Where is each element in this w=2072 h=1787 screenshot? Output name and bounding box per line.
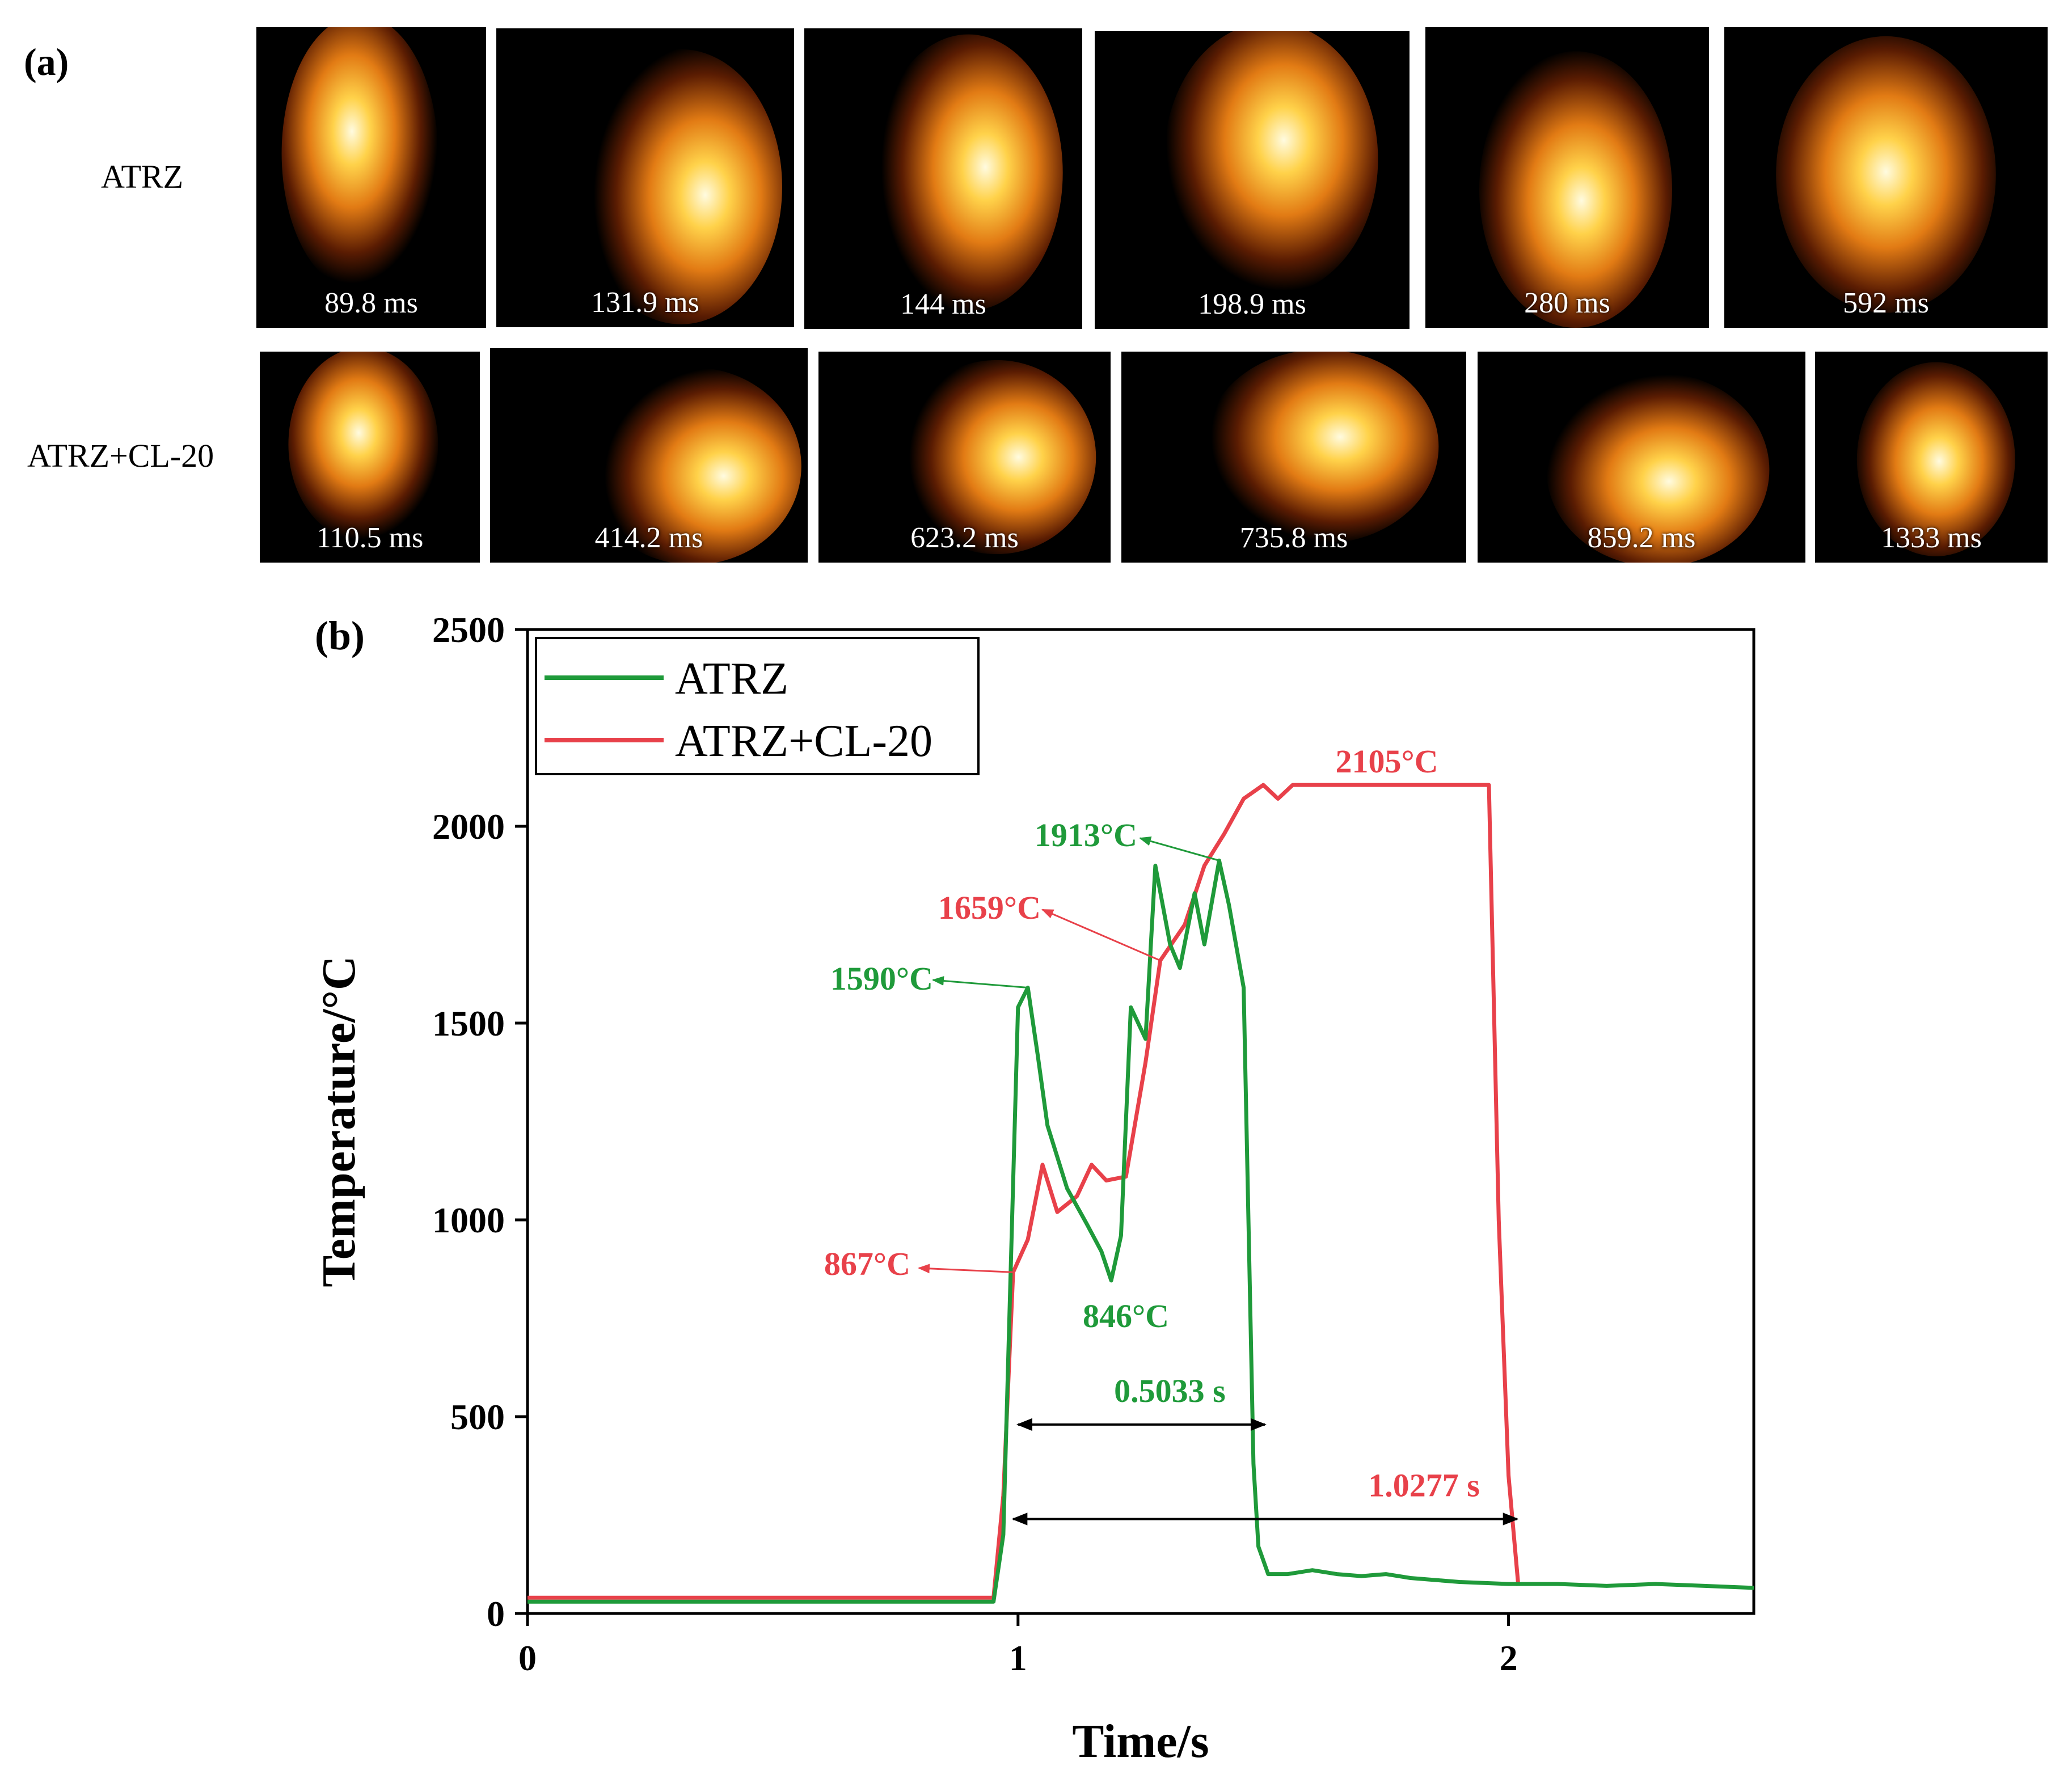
flame-frame: 859.2 ms (1478, 352, 1805, 563)
frame-timestamp: 144 ms (900, 288, 986, 320)
flame-frame: 623.2 ms (818, 352, 1111, 563)
x-tick-label: 1 (1009, 1638, 1027, 1678)
annotation-label: 2105°C (1335, 743, 1438, 780)
frame-timestamp: 280 ms (1524, 287, 1610, 319)
flame-image (1478, 352, 1805, 563)
duration-label: 1.0277 s (1368, 1467, 1480, 1503)
frame-timestamp: 414.2 ms (594, 522, 703, 554)
annotation-arrow (1138, 837, 1219, 861)
y-tick-label: 0 (487, 1594, 505, 1634)
legend-label: ATRZ+CL-20 (675, 716, 932, 766)
x-tick-label: 0 (518, 1638, 537, 1678)
row-label-atrz-cl20: ATRZ+CL-20 (27, 437, 214, 474)
flame-image (1815, 352, 2048, 563)
flame-image (490, 348, 808, 563)
frame-timestamp: 110.5 ms (316, 522, 424, 554)
flame-frame: 110.5 ms (260, 352, 480, 563)
flame-image (804, 28, 1082, 329)
temperature-chart: (b) 0 500 1000 1500 2000 2500 0 1 2 Time/s Temperat… (313, 610, 1755, 1768)
flame-frame: 592 ms (1724, 27, 2048, 328)
flame-image (256, 27, 486, 328)
flame-image (1425, 27, 1709, 328)
frame-timestamp: 131.9 ms (591, 286, 699, 319)
annotation-label: 846°C (1083, 1298, 1169, 1334)
flame-image (260, 352, 480, 563)
flame-frame: 414.2 ms (490, 348, 808, 563)
flame-frame: 1333 ms (1815, 352, 2048, 563)
duration-label: 0.5033 s (1114, 1372, 1226, 1409)
frame-timestamp: 735.8 ms (1239, 522, 1348, 554)
annotation-label: 1913°C (1035, 817, 1137, 854)
series-line-atrz (528, 858, 1754, 1604)
annotation-arrow (931, 976, 1028, 989)
flame-image (1121, 352, 1466, 563)
frame-timestamp: 859.2 ms (1587, 522, 1696, 554)
annotation-arrow (1041, 909, 1161, 962)
plot-area (526, 628, 1755, 1615)
frame-timestamp: 592 ms (1843, 287, 1929, 319)
flame-image (496, 28, 794, 327)
y-axis-label: Temperature/°C (313, 956, 365, 1287)
y-tick-label: 2000 (432, 806, 505, 847)
flame-image (818, 352, 1111, 563)
annotation-label: 867°C (824, 1245, 910, 1282)
panel-b-label: (b) (315, 613, 365, 658)
frame-timestamp: 623.2 ms (910, 522, 1019, 554)
flame-frame: 131.9 ms (496, 28, 794, 327)
x-axis-label: Time/s (1072, 1715, 1209, 1768)
flame-frame: 735.8 ms (1121, 352, 1466, 563)
annotation-label: 1659°C (938, 889, 1041, 926)
flame-frame: 144 ms (804, 28, 1082, 329)
series-line-atrz-cl20 (528, 783, 1521, 1600)
flame-image (1095, 31, 1410, 329)
x-tick-label: 2 (1500, 1638, 1518, 1678)
flame-image (1724, 27, 2048, 328)
y-tick-label: 500 (450, 1397, 505, 1437)
panel-a-label: (a) (24, 40, 69, 83)
flame-frame: 198.9 ms (1095, 31, 1410, 329)
y-tick-label: 2500 (432, 610, 505, 650)
legend-label: ATRZ (675, 654, 788, 704)
legend-box (535, 637, 980, 775)
flame-frame: 280 ms (1425, 27, 1709, 328)
y-tick-label: 1500 (432, 1003, 505, 1044)
flame-frame: 89.8 ms (256, 27, 486, 328)
annotation-arrow (917, 1264, 1014, 1274)
y-tick-label: 1000 (432, 1200, 505, 1240)
annotation-label: 1590°C (830, 960, 933, 997)
frame-timestamp: 1333 ms (1881, 522, 1982, 554)
frame-timestamp: 198.9 ms (1198, 288, 1306, 320)
frame-timestamp: 89.8 ms (324, 287, 418, 319)
row-label-atrz: ATRZ (101, 158, 183, 195)
